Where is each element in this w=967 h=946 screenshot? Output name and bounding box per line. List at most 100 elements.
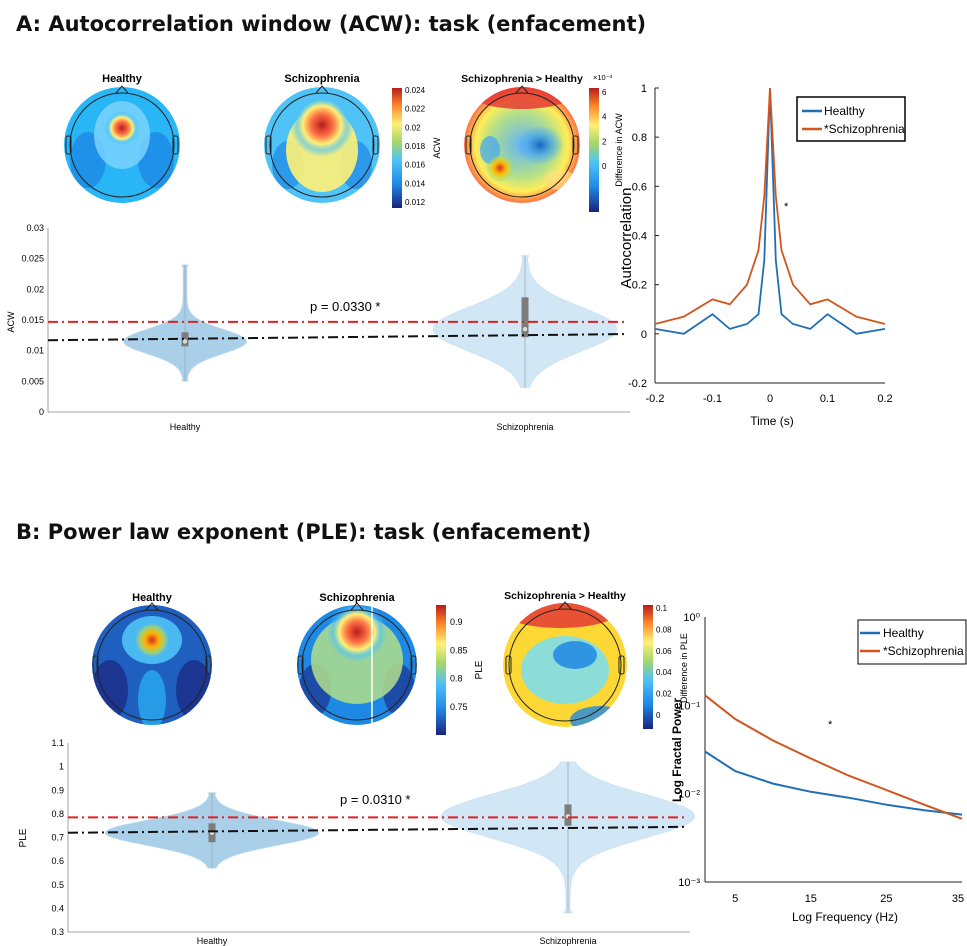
violin-ytick-label: 0.7 bbox=[51, 833, 64, 843]
colorbar-tick-label: 0.018 bbox=[405, 142, 426, 151]
topomap-a-difference: Schizophrenia > Healthy bbox=[461, 73, 583, 203]
pvalue-annotation: p = 0.0330 * bbox=[310, 299, 380, 314]
colorbar-tick-label: 0 bbox=[602, 162, 607, 171]
violin-group-label: Schizophrenia bbox=[496, 422, 553, 432]
violin-ytick-label: 1 bbox=[59, 762, 64, 772]
legend-entry: Healthy bbox=[824, 104, 865, 118]
ple-ytick-label: 10⁻² bbox=[678, 789, 700, 801]
acf-xtick-label: -0.2 bbox=[646, 393, 665, 405]
violin-group-label: Healthy bbox=[170, 422, 201, 432]
acf-ylabel: Autocorrelation bbox=[618, 188, 635, 289]
colorbar-tick-label: 0.022 bbox=[405, 105, 426, 114]
colorbar-tick-label: 2 bbox=[602, 137, 607, 146]
colorbar-tick-label: 0.012 bbox=[405, 198, 426, 207]
reference-line-black bbox=[67, 825, 686, 834]
colorbar-label: Difference in PLE bbox=[679, 633, 689, 703]
violin-ytick-label: 0.5 bbox=[51, 880, 64, 890]
topomap-a-schizophrenia: Schizophrenia bbox=[264, 73, 380, 203]
colorbar-tick-label: 0.85 bbox=[450, 645, 468, 655]
colorbar-tick-label: 0.02 bbox=[656, 690, 672, 699]
violin-ylabel: ACW bbox=[6, 311, 16, 333]
panel-a-title: A: Autocorrelation window (ACW): task (e… bbox=[16, 12, 647, 36]
acf-ytick-label: -0.2 bbox=[628, 378, 647, 390]
colorbar-label: PLE bbox=[474, 660, 485, 679]
topomap-title: Schizophrenia bbox=[319, 592, 395, 604]
violin-ytick-label: 0.3 bbox=[51, 927, 64, 937]
violin-ytick-label: 0 bbox=[39, 407, 44, 417]
acf-legend: Healthy *Schizophrenia bbox=[796, 96, 906, 142]
acf-ytick-label: 0.8 bbox=[632, 132, 647, 144]
legend-entry: *Schizophrenia bbox=[824, 122, 905, 136]
topomap-title: Healthy bbox=[132, 592, 173, 604]
violin-ytick-label: 0.03 bbox=[26, 223, 44, 233]
legend-entry: Healthy bbox=[883, 626, 924, 640]
violin-ytick-label: 0.025 bbox=[21, 254, 44, 264]
ple-xtick-label: 5 bbox=[732, 893, 738, 905]
colorbar-tick-label: 0.75 bbox=[450, 702, 468, 712]
colorbar-tick-label: 0.02 bbox=[405, 123, 421, 132]
colorbar-tick-label: 0.014 bbox=[405, 179, 426, 188]
ple-ytick-label: 10⁰ bbox=[683, 612, 700, 624]
ple-ytick-label: 10⁻³ bbox=[678, 877, 700, 889]
colorbar-tick-label: 0.024 bbox=[405, 86, 426, 95]
acf-ytick-label: 0.4 bbox=[632, 231, 647, 243]
violin-ytick-label: 0.005 bbox=[21, 376, 44, 386]
acf-ytick-label: 1 bbox=[641, 83, 647, 95]
violin-iqr-box bbox=[521, 297, 529, 338]
violin-median bbox=[182, 338, 188, 345]
ple-ylabel: Log Fractal Power bbox=[670, 698, 684, 802]
colorbar-tick-label: 4 bbox=[602, 113, 607, 122]
acf-ytick-label: 0 bbox=[641, 329, 647, 341]
topomap-title: Schizophrenia > Healthy bbox=[461, 73, 583, 85]
reference-line-black bbox=[47, 333, 626, 342]
colorbar-tick-label: 0.1 bbox=[656, 604, 668, 613]
ple-xtick-label: 25 bbox=[880, 893, 892, 905]
violin-ytick-label: 0.6 bbox=[51, 856, 64, 866]
violin-ytick-label: 0.9 bbox=[51, 785, 64, 795]
ple-series-line bbox=[704, 750, 963, 816]
violin-group-label: Healthy bbox=[197, 936, 228, 946]
topomap-b-difference: Schizophrenia > Healthy bbox=[503, 590, 627, 727]
colorbar-b-diff: 0.1 0.08 0.06 0.04 0.02 0 Difference in PLE bbox=[643, 604, 689, 729]
ple-star: * bbox=[828, 719, 833, 731]
violin-ytick-label: 0.01 bbox=[26, 346, 44, 356]
colorbar-label: Difference in ACW bbox=[614, 113, 624, 187]
colorbar-tick-label: 0.08 bbox=[656, 625, 672, 634]
colorbar-b-value: 0.9 0.85 0.8 0.75 PLE bbox=[436, 605, 485, 735]
acf-chart: 1 0.8 0.6 0.4 0.2 0 -0.2 -0.2 -0.1 0 0.1 0.2 Autoco… bbox=[618, 83, 906, 428]
violin-ytick-label: 0.02 bbox=[26, 284, 44, 294]
ple-series-line bbox=[704, 694, 963, 820]
colorbar-tick-label: 0.9 bbox=[450, 617, 463, 627]
ple-ytick-label: 10⁻¹ bbox=[678, 700, 700, 712]
violin-ytick-label: 0.8 bbox=[51, 809, 64, 819]
colorbar-tick-label: 0 bbox=[656, 711, 661, 720]
legend-entry: *Schizophrenia bbox=[883, 644, 964, 658]
acf-xtick-label: 0.1 bbox=[820, 393, 835, 405]
colorbar-tick-label: 0.016 bbox=[405, 161, 426, 170]
violin-ytick-label: 0.4 bbox=[51, 903, 64, 913]
topomap-title: Schizophrenia > Healthy bbox=[504, 590, 626, 602]
acf-series-line bbox=[654, 87, 886, 325]
acf-ytick-label: 0.2 bbox=[632, 280, 647, 292]
topomap-title: Schizophrenia bbox=[284, 73, 360, 85]
ple-xlabel: Log Frequency (Hz) bbox=[792, 910, 898, 924]
topomap-b-schizophrenia: Schizophrenia bbox=[297, 592, 417, 725]
violin-ytick-label: 0.015 bbox=[21, 315, 44, 325]
acf-xtick-label: -0.1 bbox=[703, 393, 722, 405]
colorbar-a-value: 0.024 0.022 0.02 0.018 0.016 0.014 0.012 ACW bbox=[392, 86, 442, 208]
acf-star: * bbox=[784, 201, 789, 213]
violin-ylabel: PLE bbox=[18, 828, 29, 847]
violin-ytick-label: 1.1 bbox=[51, 738, 64, 748]
acf-xtick-label: 0 bbox=[767, 393, 773, 405]
colorbar-tick-label: 0.8 bbox=[450, 674, 463, 684]
acf-ytick-label: 0.6 bbox=[632, 181, 647, 193]
colorbar-tick-label: 0.06 bbox=[656, 647, 672, 656]
acf-xtick-label: 0.2 bbox=[877, 393, 892, 405]
violin-group-label: Schizophrenia bbox=[539, 936, 596, 946]
acf-xlabel: Time (s) bbox=[750, 414, 794, 428]
pvalue-annotation: p = 0.0310 * bbox=[340, 792, 410, 807]
violin-chart-a: 0.03 0.025 0.02 0.015 0.01 0.005 0 ACW Healthy… bbox=[6, 223, 630, 432]
violin-median bbox=[522, 326, 528, 333]
colorbar-exponent: ×10⁻³ bbox=[593, 73, 613, 82]
topomap-b-healthy: Healthy bbox=[92, 592, 212, 725]
